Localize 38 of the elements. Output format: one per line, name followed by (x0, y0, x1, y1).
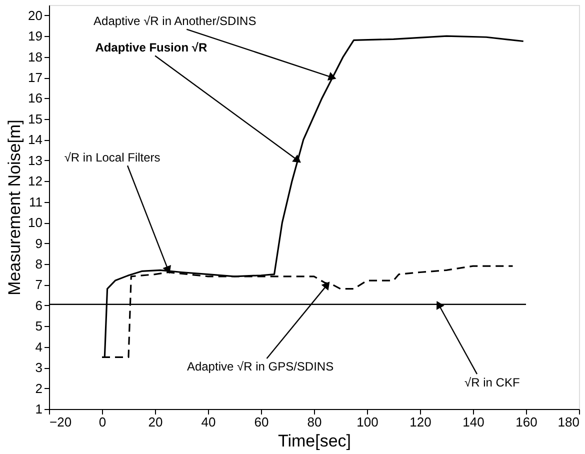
y-tick-label: 20 (28, 8, 42, 23)
y-tick-label: 4 (35, 339, 42, 354)
annotation: √R in Local Filters (64, 150, 160, 164)
y-tick-label: 13 (28, 152, 42, 168)
y-tick-label: 3 (35, 360, 42, 376)
y-tick-label: 12 (28, 174, 42, 189)
y-tick-label: 1 (35, 402, 42, 416)
x-tick-label: 20 (148, 414, 163, 430)
y-tick-label: 5 (35, 318, 42, 334)
annotation: Adaptive √R in Another/SDINS (94, 14, 256, 28)
x-tick-label: 160 (516, 414, 538, 430)
y-tick-label: 2 (35, 380, 42, 396)
y-tick-label: 7 (35, 277, 42, 292)
x-tick-label: 40 (201, 414, 216, 430)
y-axis-title: Measurement Noise[m] (5, 120, 24, 296)
x-tick-label: 0 (98, 414, 106, 430)
x-tick-label: 120 (410, 414, 432, 430)
y-tick-label: 17 (28, 70, 42, 86)
y-tick-label: 10 (28, 215, 42, 230)
y-tick-label: 8 (35, 256, 42, 272)
y-tick-label: 18 (28, 49, 42, 64)
y-tick-label: 14 (28, 132, 42, 148)
y-tick-label: 19 (28, 28, 42, 44)
y-tick-label: 9 (35, 236, 42, 251)
annotation: Adaptive Fusion √R (95, 40, 208, 55)
x-tick-label: −20 (50, 414, 72, 430)
x-tick-label: 60 (254, 414, 269, 430)
y-tick-label: 16 (28, 90, 42, 106)
x-tick-label: 100 (356, 414, 378, 430)
x-tick-label: 140 (462, 414, 484, 430)
annotation: Adaptive √R in GPS/SDINS (186, 360, 334, 374)
x-axis-title: Time[sec] (278, 432, 352, 450)
y-tick-label: 15 (28, 111, 42, 126)
x-tick-label: 80 (307, 414, 322, 430)
annotation: √R in CKF (464, 375, 520, 390)
y-tick-label: 11 (29, 194, 42, 210)
x-tick-label: 180 (558, 414, 580, 430)
y-tick-label: 6 (35, 298, 42, 313)
